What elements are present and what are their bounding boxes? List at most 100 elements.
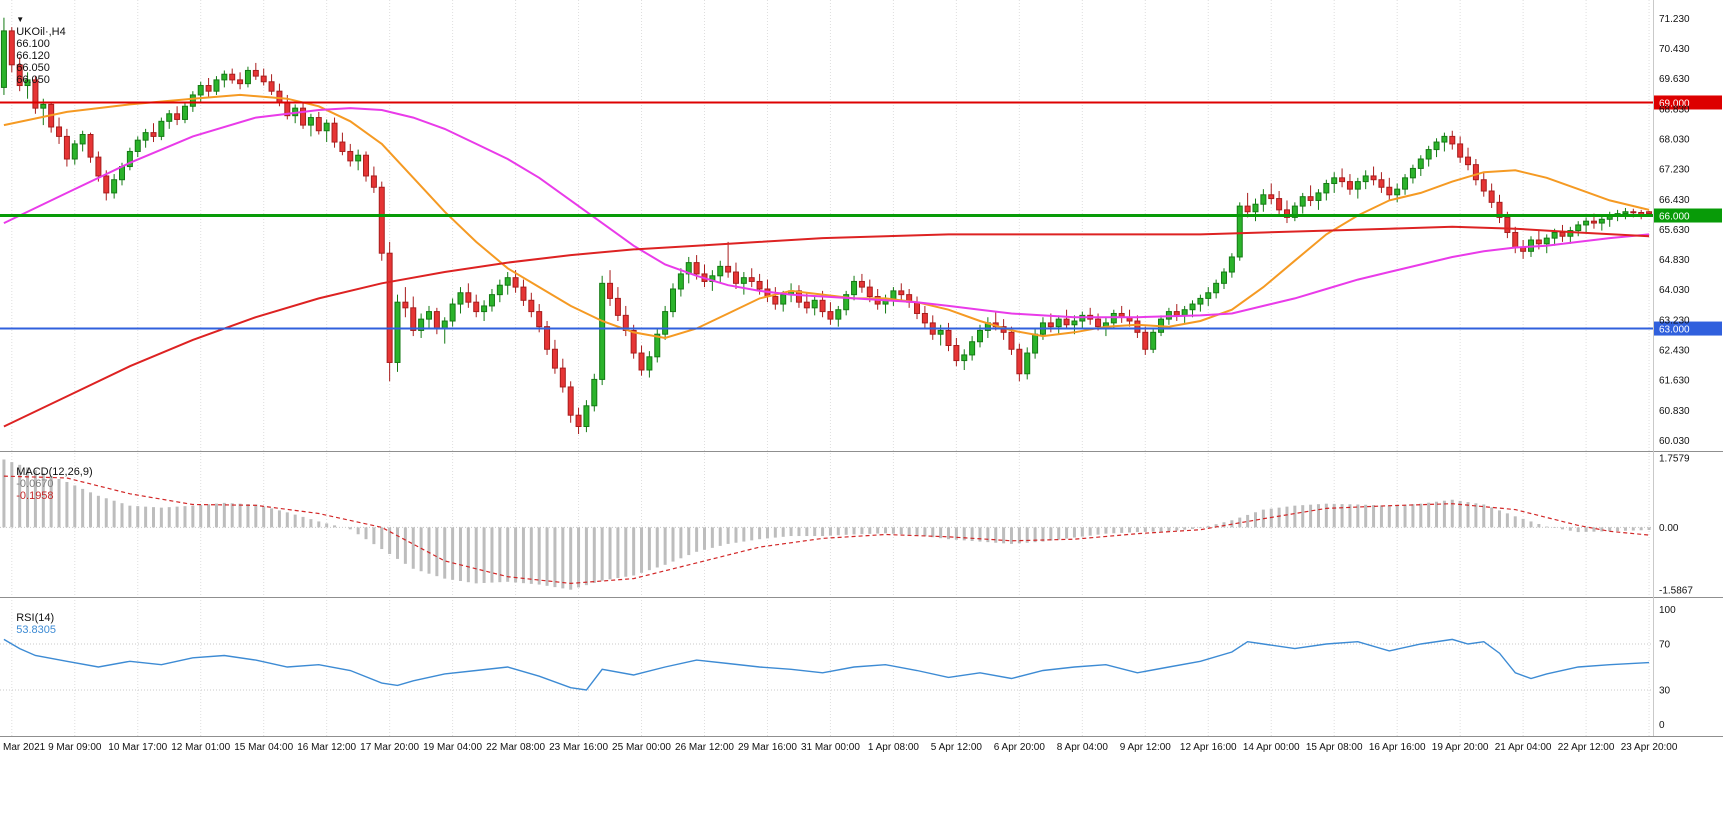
candle-body — [276, 90, 283, 103]
time-axis-label[interactable]: 12 Apr 16:00 — [1180, 742, 1237, 753]
time-axis-label[interactable]: 25 Mar 00:00 — [612, 742, 671, 753]
price-tick-label[interactable]: 64.030 — [1659, 285, 1690, 296]
candle-body — [1543, 237, 1550, 245]
symbol-timeframe-label: UKOil·,H4 — [16, 26, 66, 38]
candle-body — [433, 311, 440, 330]
price-tick-label[interactable]: 71.230 — [1659, 14, 1690, 25]
grid-lines — [11, 0, 1650, 736]
time-axis-label[interactable]: 8 Apr 04:00 — [1057, 742, 1109, 753]
candle-body — [1441, 135, 1448, 143]
candle-body — [827, 311, 834, 320]
candle-body — [16, 64, 23, 87]
time-axis-label[interactable]: Mar 2021 — [3, 742, 46, 753]
time-axis-label[interactable]: 12 Mar 01:00 — [171, 742, 230, 753]
candle-body — [1480, 179, 1487, 192]
time-axis-label[interactable]: 10 Mar 17:00 — [108, 742, 167, 753]
candle-body — [607, 282, 614, 299]
price-tag-label: 63.000 — [1659, 325, 1690, 336]
candle-body — [772, 296, 779, 305]
time-axis-label[interactable]: 9 Apr 12:00 — [1120, 742, 1172, 753]
rsi-tick-label[interactable]: 30 — [1659, 686, 1671, 697]
price-tick-label[interactable]: 65.630 — [1659, 225, 1690, 236]
time-axis-label[interactable]: 9 Mar 09:00 — [48, 742, 102, 753]
time-axis-label[interactable]: 1 Apr 08:00 — [868, 742, 920, 753]
price-tick-label[interactable]: 69.630 — [1659, 74, 1690, 85]
time-axis-label[interactable]: 22 Apr 12:00 — [1558, 742, 1615, 753]
candle-body — [425, 311, 432, 320]
candle-body — [363, 154, 370, 177]
candle-body — [181, 105, 188, 120]
ohlc-low-value: 66.050 — [16, 62, 50, 74]
price-tick-label[interactable]: 66.430 — [1659, 195, 1690, 206]
candle-body — [670, 288, 677, 313]
candle-body — [1236, 205, 1243, 258]
candle-body — [457, 292, 464, 305]
candle-body — [1630, 211, 1637, 214]
candle-body — [158, 120, 165, 137]
macd-tick-label[interactable]: -1.5867 — [1659, 585, 1693, 596]
candle-body — [575, 414, 582, 428]
rsi-tick-label[interactable]: 0 — [1659, 720, 1665, 731]
macd-tick-label[interactable]: 0.00 — [1659, 523, 1679, 534]
rsi-tick-label[interactable]: 70 — [1659, 640, 1671, 651]
time-axis-label[interactable]: 16 Apr 16:00 — [1369, 742, 1426, 753]
time-axis-label[interactable]: 19 Mar 04:00 — [423, 742, 482, 753]
candle-body — [898, 290, 905, 296]
time-axis-label[interactable]: 19 Apr 20:00 — [1432, 742, 1489, 753]
price-tick-label[interactable]: 67.230 — [1659, 165, 1690, 176]
price-tick-label[interactable]: 68.030 — [1659, 135, 1690, 146]
time-axis-label[interactable]: 16 Mar 12:00 — [297, 742, 356, 753]
rsi-value: 53.8305 — [16, 624, 56, 636]
price-tick-label[interactable]: 61.630 — [1659, 376, 1690, 387]
price-tick-label[interactable]: 64.830 — [1659, 255, 1690, 266]
time-axis-label[interactable]: 17 Mar 20:00 — [360, 742, 419, 753]
candle-body — [1228, 256, 1235, 273]
price-tick-label[interactable]: 70.430 — [1659, 44, 1690, 55]
time-axis-label[interactable]: 14 Apr 00:00 — [1243, 742, 1300, 753]
time-axis-label[interactable]: 31 Mar 00:00 — [801, 742, 860, 753]
candle-body — [1504, 216, 1511, 233]
time-axis-label[interactable]: 21 Apr 04:00 — [1495, 742, 1552, 753]
candle-body — [307, 117, 314, 126]
candle-body — [221, 73, 228, 81]
candle-body — [0, 30, 7, 88]
candle-body — [1071, 320, 1078, 326]
time-axis-label[interactable]: 29 Mar 16:00 — [738, 742, 797, 753]
time-axis-label[interactable]: 15 Apr 08:00 — [1306, 742, 1363, 753]
candle-body — [1598, 218, 1605, 224]
candle-body — [244, 69, 251, 85]
symbol-marker-icon: ▼ — [16, 15, 25, 24]
price-tick-label[interactable]: 68.830 — [1659, 104, 1690, 115]
time-axis-label[interactable]: 6 Apr 20:00 — [994, 742, 1046, 753]
candle-body — [780, 294, 787, 305]
time-axis-label[interactable]: 26 Mar 12:00 — [675, 742, 734, 753]
candle-body — [386, 252, 393, 363]
candle-body — [1346, 181, 1353, 190]
candle-body — [740, 277, 747, 284]
candle-body — [1409, 167, 1416, 179]
time-axis-label[interactable]: 15 Mar 04:00 — [234, 742, 293, 753]
candle-body — [1370, 175, 1377, 181]
candle-body — [347, 150, 354, 162]
time-axis-label[interactable]: 22 Mar 08:00 — [486, 742, 545, 753]
candle-body — [599, 282, 606, 380]
candle-body — [1055, 318, 1062, 328]
rsi-tick-label[interactable]: 100 — [1659, 605, 1676, 616]
candle-body — [1449, 135, 1456, 145]
price-tick-label[interactable]: 60.830 — [1659, 406, 1690, 417]
macd-tick-label[interactable]: 1.7579 — [1659, 454, 1690, 465]
candle-body — [496, 284, 503, 296]
price-tick-label[interactable]: 60.030 — [1659, 436, 1690, 447]
candle-body — [71, 143, 78, 160]
time-axis-label[interactable]: 23 Mar 16:00 — [549, 742, 608, 753]
time-axis-label[interactable]: 23 Apr 20:00 — [1621, 742, 1678, 753]
candle-body — [1354, 181, 1361, 190]
price-tick-label[interactable]: 63.230 — [1659, 315, 1690, 326]
candle-body — [1386, 186, 1393, 196]
price-tick-label[interactable]: 62.430 — [1659, 346, 1690, 357]
time-axis-label[interactable]: 5 Apr 12:00 — [931, 742, 983, 753]
candle-body — [1032, 333, 1039, 354]
candle-body — [654, 333, 661, 358]
